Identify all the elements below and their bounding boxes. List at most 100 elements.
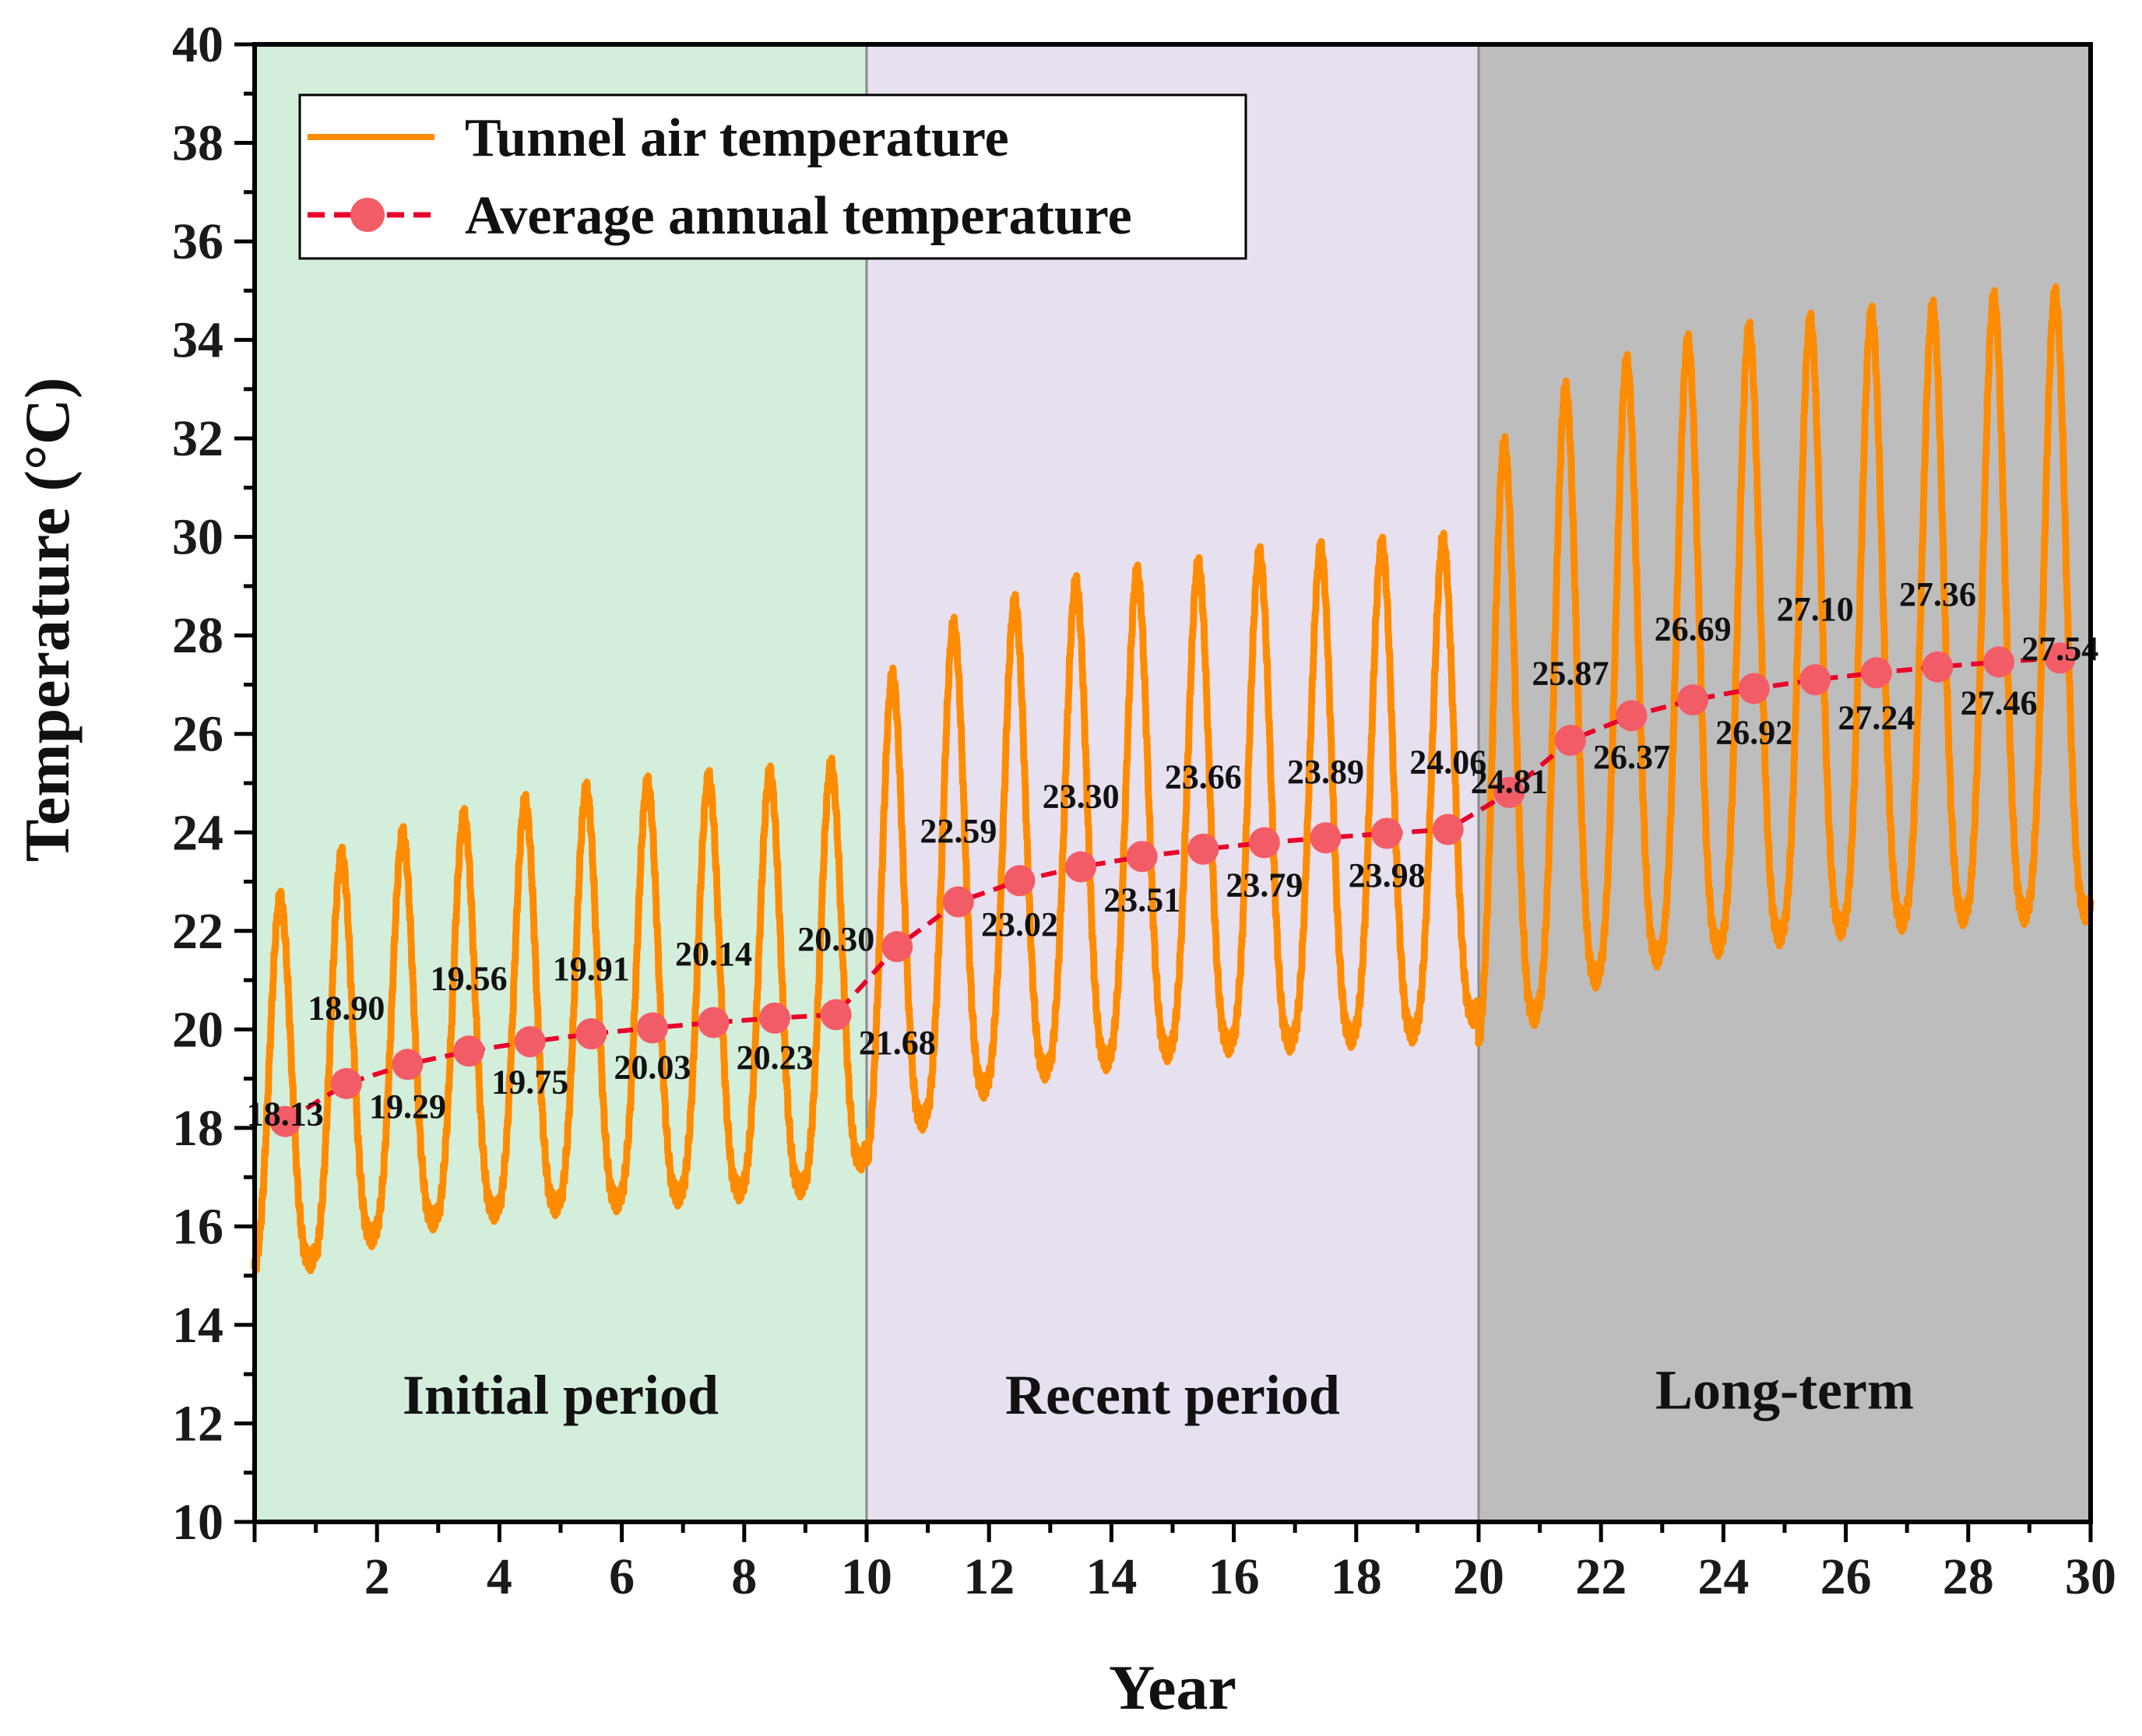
data-label: 19.91 [553, 950, 630, 988]
y-tick-label: 38 [172, 115, 223, 172]
data-label: 23.79 [1226, 866, 1303, 905]
average-series-layer [269, 642, 2076, 1137]
region-backgrounds [255, 44, 2091, 1522]
x-tick-label: 28 [1943, 1548, 1994, 1605]
data-label: 27.36 [1899, 575, 1976, 613]
average-point [1065, 851, 1097, 883]
y-tick-label: 14 [172, 1297, 223, 1354]
tunnel-series-layer [251, 283, 2095, 1274]
data-label: 23.02 [981, 905, 1058, 944]
average-point [575, 1018, 607, 1050]
x-tick-label: 16 [1208, 1548, 1260, 1605]
data-label: 27.24 [1838, 698, 1915, 736]
y-tick-label: 26 [172, 706, 223, 763]
tunnel-series-line [251, 283, 2095, 1274]
average-point [1554, 724, 1586, 756]
data-label: 27.10 [1777, 590, 1854, 628]
y-tick-label: 28 [172, 607, 223, 664]
data-labels-layer: 18.13 18.90 19.29 19.56 19.75 19.91 20.03 20.14… [247, 575, 2098, 1133]
average-point [1432, 814, 1464, 845]
x-tick-label: 12 [963, 1548, 1015, 1605]
average-point [1983, 646, 2015, 678]
y-tick-label: 32 [172, 410, 223, 467]
average-point [1126, 841, 1158, 873]
x-tick-label: 26 [1820, 1548, 1872, 1605]
x-tick-label: 22 [1575, 1548, 1627, 1605]
average-point [820, 999, 852, 1031]
data-label: 18.90 [308, 989, 385, 1028]
x-axis: 2 4 6 8 10 12 14 16 18 20 22 24 26 28 30 [252, 1522, 2116, 1605]
data-label: 18.13 [247, 1095, 324, 1133]
y-tick-label: 22 [172, 903, 223, 960]
average-point [1493, 777, 1525, 809]
data-label: 26.92 [1715, 713, 1792, 751]
data-label: 24.06 [1409, 743, 1486, 781]
average-point [392, 1049, 424, 1081]
y-tick-label: 40 [172, 16, 223, 73]
data-label: 22.59 [920, 812, 997, 850]
average-point [759, 1002, 791, 1034]
data-label: 20.14 [675, 935, 752, 973]
y-axis-title: Temperature (°C) [12, 378, 83, 863]
average-point [514, 1026, 546, 1058]
legend: Tunnel air temperature Average annual te… [298, 93, 1247, 260]
average-point [1310, 822, 1342, 854]
x-tick-label: 2 [364, 1548, 390, 1605]
average-point [1187, 833, 1219, 865]
average-point [636, 1012, 668, 1044]
data-label: 24.81 [1471, 763, 1548, 801]
data-label: 19.56 [431, 960, 508, 998]
x-tick-label: 24 [1697, 1548, 1749, 1605]
data-label: 26.69 [1655, 610, 1732, 648]
data-label: 20.30 [797, 920, 874, 958]
data-label: 27.54 [2021, 630, 2098, 668]
data-label: 23.30 [1043, 778, 1120, 816]
average-point [453, 1035, 485, 1067]
data-label: 23.98 [1349, 856, 1426, 894]
average-point [1860, 657, 1892, 689]
y-tick-label: 16 [172, 1198, 223, 1255]
average-point [698, 1007, 730, 1038]
average-point [1248, 827, 1280, 859]
data-label: 23.66 [1165, 757, 1242, 796]
data-label: 19.29 [369, 1088, 446, 1126]
data-label: 21.68 [859, 1024, 936, 1062]
average-point [1004, 865, 1036, 897]
region-background [1479, 44, 2091, 1522]
region-label: Initial period [403, 1364, 719, 1426]
average-point [942, 886, 974, 918]
y-tick-label: 34 [172, 312, 223, 369]
data-label: 20.03 [614, 1049, 691, 1087]
region-label: Recent period [1005, 1364, 1340, 1426]
x-tick-label: 20 [1453, 1548, 1504, 1605]
legend-average-label: Average annual temperature [465, 186, 1132, 246]
x-tick-label: 18 [1331, 1548, 1382, 1605]
y-tick-label: 30 [172, 509, 223, 566]
legend-tunnel-label: Tunnel air temperature [465, 108, 1009, 168]
y-tick-label: 24 [172, 804, 223, 861]
x-tick-label: 4 [487, 1548, 512, 1605]
average-point [330, 1067, 362, 1099]
y-tick-label: 10 [172, 1494, 223, 1551]
y-tick-label: 18 [172, 1100, 223, 1157]
y-tick-label: 20 [172, 1001, 223, 1058]
average-point [269, 1105, 301, 1137]
x-tick-label: 14 [1085, 1548, 1137, 1605]
data-label: 25.87 [1532, 654, 1609, 692]
x-tick-label: 30 [2065, 1548, 2116, 1605]
region-background [867, 44, 1479, 1522]
average-point [1677, 684, 1709, 716]
y-tick-label: 12 [172, 1395, 223, 1452]
legend-box [298, 93, 1247, 260]
average-point [1738, 673, 1770, 705]
data-label: 19.75 [491, 1063, 568, 1102]
region-labels-layer: Initial period Recent period Long-term [403, 1358, 1914, 1425]
data-label: 27.46 [1961, 684, 2038, 722]
data-label: 23.51 [1103, 880, 1180, 919]
data-label: 26.37 [1593, 738, 1670, 776]
y-tick-label: 36 [172, 213, 223, 270]
average-point [2044, 642, 2076, 674]
average-point [881, 931, 913, 963]
average-point [1371, 817, 1403, 849]
